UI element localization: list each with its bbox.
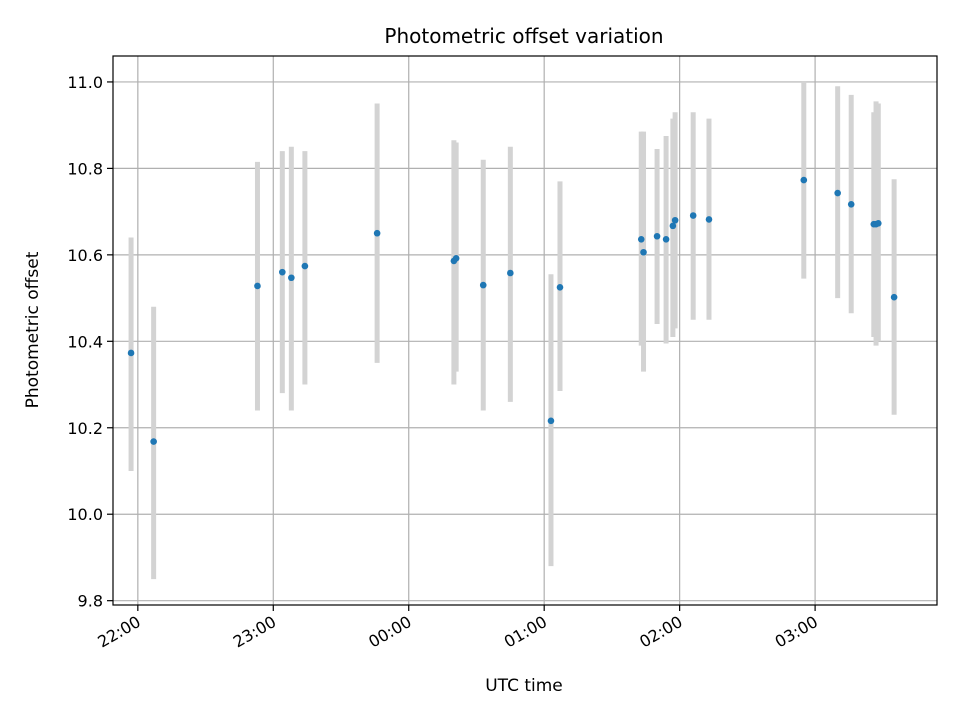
data-point: [800, 176, 808, 184]
data-point: [669, 222, 677, 230]
data-point: [127, 349, 135, 357]
data-point: [279, 268, 286, 276]
data-point: [556, 283, 564, 291]
y-tick-label: 10.6: [67, 246, 103, 265]
data-point: [834, 189, 841, 197]
y-axis: 9.8 10.0 10.2 10.4 10.6 10.8 11.0: [67, 73, 113, 611]
data-point: [653, 232, 661, 240]
data-point: [288, 274, 295, 282]
chart-title: Photometric offset variation: [384, 24, 663, 48]
data-point: [150, 438, 157, 445]
data-point: [890, 293, 898, 301]
data-point: [705, 216, 713, 223]
data-points: [127, 176, 898, 445]
data-point: [662, 235, 670, 243]
y-tick-label: 10.2: [67, 419, 103, 438]
y-tick-label: 9.8: [78, 592, 103, 611]
data-point: [847, 200, 855, 208]
data-point: [373, 229, 381, 237]
data-point: [254, 282, 261, 290]
y-tick-label: 11.0: [67, 73, 103, 92]
data-point: [452, 255, 460, 262]
data-point: [547, 417, 555, 425]
y-axis-label: Photometric offset: [23, 251, 43, 408]
plot-frame: [112, 55, 938, 606]
data-point: [640, 248, 647, 256]
data-point: [637, 235, 645, 243]
data-point: [301, 262, 309, 270]
data-point: [507, 269, 514, 277]
data-point: [689, 212, 697, 219]
data-point: [671, 216, 679, 224]
data-point: [875, 219, 882, 227]
grid: [113, 56, 937, 605]
data-point: [479, 281, 487, 289]
y-tick-label: 10.0: [67, 505, 103, 524]
x-axis-label: UTC time: [485, 676, 563, 696]
y-tick-label: 10.4: [67, 332, 103, 351]
y-tick-label: 10.8: [67, 159, 103, 178]
